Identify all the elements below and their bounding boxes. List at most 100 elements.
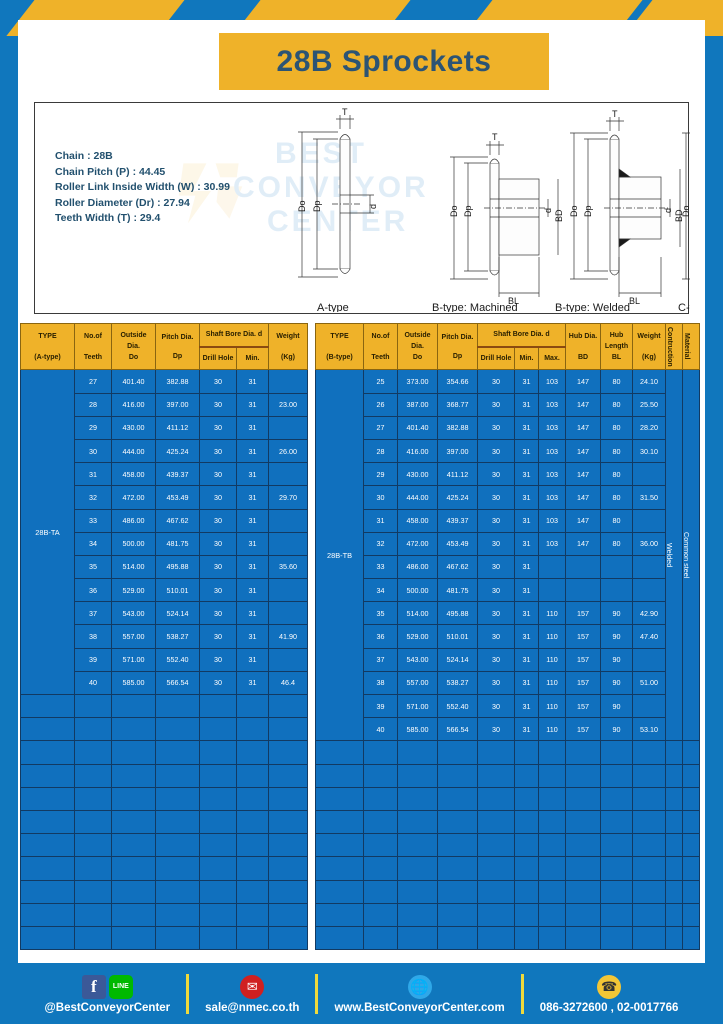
cell-outside-dia-do: 472.00 <box>397 531 438 556</box>
cell-drill-hole: 30 <box>477 531 515 556</box>
cell-pitch-dia-dp: 397.00 <box>437 438 478 464</box>
facebook-icon[interactable]: f <box>81 974 106 999</box>
cell-no-of-teeth: 40 <box>74 670 112 696</box>
table-row[interactable]: 28 416.00 397.00 30 31 103 147 80 30.10 <box>316 438 700 464</box>
cell-outside-dia-do: 585.00 <box>397 717 438 742</box>
table-row-empty[interactable] <box>20 693 308 719</box>
cell-empty <box>477 902 515 927</box>
cell-empty <box>199 856 237 881</box>
cell-max: 103 <box>538 531 566 556</box>
table-row-empty[interactable] <box>315 925 700 951</box>
table-row-empty[interactable] <box>315 833 700 858</box>
facebook-handle[interactable]: @BestConveyorCenter <box>44 1001 171 1014</box>
table-row[interactable]: 40 585.00 566.54 30 31 110 157 90 53.10 <box>316 717 700 742</box>
table-row[interactable]: 34 500.00 481.75 30 31 <box>316 578 700 603</box>
cell-drill-hole: 30 <box>477 717 515 742</box>
table-row-empty[interactable] <box>20 902 308 927</box>
table-row-empty[interactable] <box>315 763 700 788</box>
table-row[interactable]: 30 444.00 425.24 30 31 26.00 <box>21 438 308 464</box>
table-row[interactable]: 33 486.00 467.62 30 31 <box>316 554 700 580</box>
cell-outside-dia-do: 430.00 <box>397 462 438 487</box>
cell-empty <box>632 879 666 904</box>
table-row-empty[interactable] <box>20 925 308 951</box>
table-row[interactable]: 26 387.00 368.77 30 31 103 147 80 25.50 <box>316 392 700 417</box>
table-row-empty[interactable] <box>315 786 700 811</box>
cell-empty <box>199 693 237 719</box>
cell-pitch-dia-dp: 524.14 <box>155 601 200 626</box>
cell-empty <box>236 902 269 927</box>
table-row[interactable]: 29 430.00 411.12 30 31 103 147 80 <box>316 462 700 487</box>
table-row[interactable]: 28B-TB 25 373.00 354.66 30 31 103 147 80 24.10 Wel… <box>315 369 700 742</box>
th-type: TYPE (B-type) <box>315 322 364 371</box>
table-row-empty[interactable] <box>20 833 308 858</box>
table-row[interactable]: 31 458.00 439.37 30 31 103 147 80 <box>316 508 700 533</box>
table-row[interactable]: 39 571.00 552.40 30 31 110 157 90 <box>316 693 700 719</box>
cell-max: 103 <box>538 438 566 464</box>
cell-weight-kg <box>632 578 666 603</box>
email-icon[interactable]: ✉ <box>240 974 265 999</box>
table-row[interactable]: 35 514.00 495.88 30 31 110 157 90 42.90 <box>316 601 700 626</box>
table-row[interactable]: 33 486.00 467.62 30 31 <box>21 508 308 533</box>
footer-phone-group[interactable]: ☎ 086-3272600 , 02-0017766 <box>530 974 689 1014</box>
cell-no-of-teeth: 33 <box>74 508 112 533</box>
table-row[interactable]: 28B-TA 27 401.40 382.88 30 31 <box>20 369 308 695</box>
table-row-empty[interactable] <box>315 740 700 765</box>
cell-empty <box>199 763 237 788</box>
cell-pitch-dia-dp: 510.01 <box>437 624 478 649</box>
footer-social-group[interactable]: f LINE @BestConveyorCenter <box>35 974 181 1014</box>
table-row[interactable]: 36 529.00 510.01 30 31 110 157 90 47.40 <box>316 624 700 649</box>
th-weight: Weight (Kg) <box>632 322 666 371</box>
table-row-empty[interactable] <box>20 740 308 765</box>
cell-empty <box>268 740 308 765</box>
cell-empty <box>514 856 539 881</box>
table-row[interactable]: 39 571.00 552.40 30 31 <box>21 647 308 672</box>
table-row[interactable]: 34 500.00 481.75 30 31 <box>21 531 308 556</box>
line-icon[interactable]: LINE <box>108 974 133 999</box>
table-row-empty[interactable] <box>315 856 700 881</box>
table-row[interactable]: 32 472.00 453.49 30 31 29.70 <box>21 485 308 510</box>
table-row-empty[interactable] <box>20 809 308 835</box>
table-b-wrapper: TYPE (B-type) No.of Teeth Outside Dia. D… <box>315 322 700 951</box>
table-row[interactable]: 38 557.00 538.27 30 31 41.90 <box>21 624 308 649</box>
cell-hub-length-bl: 80 <box>600 438 633 464</box>
table-row[interactable]: 31 458.00 439.37 30 31 <box>21 462 308 487</box>
phone-icon[interactable]: ☎ <box>597 974 622 999</box>
website-url[interactable]: www.BestConveyorCenter.com <box>334 1001 505 1014</box>
footer-contact-bar: f LINE @BestConveyorCenter ✉ sale@nmec.c… <box>0 963 723 1024</box>
table-row-empty[interactable] <box>20 856 308 881</box>
cell-hub-dia-bd: 157 <box>565 647 601 672</box>
table-row-empty[interactable] <box>20 717 308 742</box>
cell-weight-kg <box>632 554 666 580</box>
phone-number[interactable]: 086-3272600 , 02-0017766 <box>539 1001 679 1014</box>
sprocket-table-b[interactable]: TYPE (B-type) No.of Teeth Outside Dia. D… <box>315 322 700 951</box>
globe-icon[interactable]: 🌐 <box>407 974 432 999</box>
table-row-empty[interactable] <box>20 763 308 788</box>
table-row[interactable]: 27 401.40 382.88 30 31 103 147 80 28.20 <box>316 415 700 440</box>
footer-email-group[interactable]: ✉ sale@nmec.co.th <box>195 974 309 1014</box>
th-hub-length: Hub Length BL <box>600 322 633 371</box>
table-row-empty[interactable] <box>20 879 308 904</box>
cell-drill-hole: 30 <box>199 578 237 603</box>
table-row[interactable]: 30 444.00 425.24 30 31 103 147 80 31.50 <box>316 485 700 510</box>
email-address[interactable]: sale@nmec.co.th <box>205 1001 300 1014</box>
table-row[interactable]: 37 543.00 524.14 30 31 110 157 90 <box>316 647 700 672</box>
cell-empty <box>199 717 237 742</box>
cell-empty <box>268 717 308 742</box>
table-row[interactable]: 38 557.00 538.27 30 31 110 157 90 51.00 <box>316 670 700 696</box>
cell-no-of-teeth: 33 <box>363 554 398 580</box>
cell-weight-kg: 36.00 <box>632 531 666 556</box>
cell-empty <box>397 856 438 881</box>
footer-website-group[interactable]: 🌐 www.BestConveyorCenter.com <box>324 974 514 1014</box>
sprocket-table-a[interactable]: TYPE (A-type) No.of Teeth Outside Dia. D… <box>20 322 308 951</box>
table-row-empty[interactable] <box>315 879 700 904</box>
cell-empty <box>155 763 200 788</box>
table-row-empty[interactable] <box>315 902 700 927</box>
table-row-empty[interactable] <box>20 786 308 811</box>
cell-empty <box>665 925 683 951</box>
table-row-empty[interactable] <box>315 809 700 835</box>
cell-empty <box>665 902 683 927</box>
table-row[interactable]: 32 472.00 453.49 30 31 103 147 80 36.00 <box>316 531 700 556</box>
table-row[interactable]: 40 585.00 566.54 30 31 46.4 <box>21 670 308 696</box>
table-row[interactable]: 36 529.00 510.01 30 31 <box>21 578 308 603</box>
cell-hub-length-bl: 80 <box>600 369 633 394</box>
